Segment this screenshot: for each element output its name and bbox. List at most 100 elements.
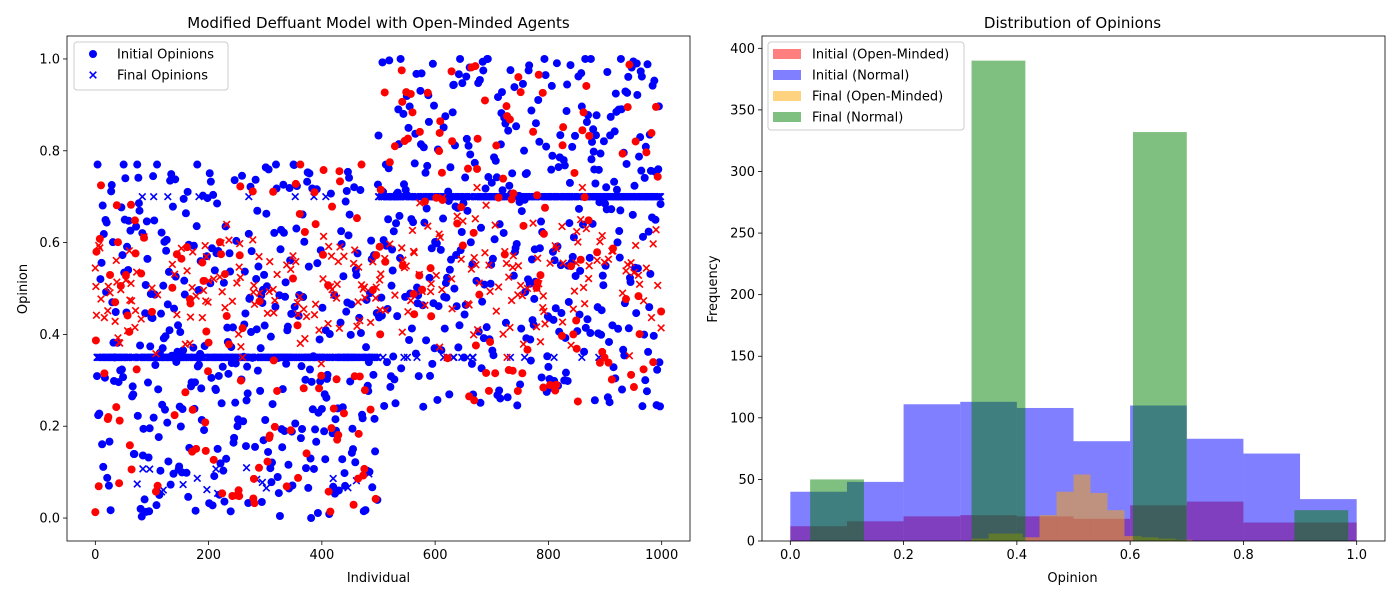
- scatter-point: [426, 287, 435, 296]
- scatter-point: [311, 300, 320, 309]
- scatter-point: [622, 295, 631, 304]
- x-tick-label: 600: [423, 548, 448, 563]
- scatter-point: [216, 273, 224, 281]
- scatter-point: [162, 235, 171, 244]
- scatter-point: [472, 260, 480, 269]
- scatter-point: [123, 311, 132, 320]
- scatter-point: [533, 284, 541, 293]
- scatter-point: [475, 75, 484, 84]
- scatter-point: [266, 332, 275, 341]
- scatter-point: [332, 375, 341, 384]
- scatter-point: [446, 163, 455, 172]
- scatter-point: [371, 294, 380, 303]
- scatter-point: [145, 507, 154, 516]
- scatter-point: [497, 88, 506, 97]
- scatter-point: [552, 380, 561, 389]
- scatter-point: [124, 216, 133, 225]
- scatter-point: [205, 169, 214, 178]
- scatter-point: [369, 370, 378, 379]
- scatter-point: [291, 419, 300, 428]
- scatter-point: [274, 489, 283, 498]
- scatter-point: [284, 460, 293, 469]
- scatter-point: [286, 265, 295, 274]
- scatter-point: [527, 255, 536, 264]
- scatter-point: [257, 498, 266, 507]
- scatter-point: [221, 303, 229, 312]
- scatter-point: [285, 184, 294, 193]
- scatter-point: [342, 187, 351, 196]
- scatter-point: [299, 384, 308, 393]
- scatter-point: [439, 123, 448, 132]
- histogram-legend-label: Final (Open-Minded): [812, 90, 943, 105]
- scatter-point: [502, 102, 511, 111]
- scatter-point: [97, 295, 105, 303]
- scatter-point: [588, 137, 597, 146]
- scatter-point: [558, 318, 567, 326]
- scatter-point: [291, 257, 300, 266]
- scatter-point: [355, 316, 364, 325]
- scatter-point: [216, 459, 225, 468]
- scatter-point: [346, 330, 355, 339]
- scatter-point: [360, 464, 369, 473]
- scatter-point: [338, 455, 347, 464]
- scatter-point: [502, 259, 511, 268]
- scatter-point: [631, 241, 640, 250]
- scatter-point: [546, 381, 555, 390]
- scatter-point: [423, 222, 432, 230]
- scatter-point: [398, 256, 407, 264]
- scatter-point: [529, 127, 538, 136]
- scatter-point: [240, 267, 249, 276]
- scatter-point: [176, 422, 185, 431]
- scatter-point: [153, 160, 162, 169]
- scatter-point: [432, 271, 441, 280]
- scatter-point: [435, 147, 444, 156]
- scatter-point: [559, 259, 568, 267]
- scatter-point: [250, 499, 259, 508]
- scatter-point: [130, 450, 139, 459]
- scatter-point: [300, 228, 309, 237]
- scatter-point: [564, 297, 573, 306]
- scatter-point: [567, 262, 576, 271]
- scatter-point: [106, 270, 115, 279]
- scatter-point: [585, 131, 594, 140]
- scatter-point: [318, 303, 327, 312]
- scatter-point: [307, 377, 316, 386]
- scatter-point: [288, 274, 297, 283]
- scatter-point: [209, 275, 218, 283]
- scatter-point: [346, 377, 355, 386]
- scatter-point: [121, 271, 130, 280]
- scatter-point: [312, 437, 321, 446]
- scatter-point: [529, 219, 537, 228]
- scatter-point: [336, 243, 344, 251]
- scatter-point: [613, 238, 622, 247]
- scatter-point: [607, 205, 616, 214]
- scatter-point: [644, 227, 653, 236]
- scatter-point: [283, 322, 292, 331]
- scatter-point: [366, 318, 375, 327]
- histogram-bar: [1294, 510, 1349, 541]
- scatter-point: [189, 241, 198, 250]
- scatter-point: [421, 168, 430, 177]
- scatter-point: [361, 506, 370, 515]
- scatter-point: [255, 252, 263, 261]
- scatter-point: [301, 334, 309, 343]
- scatter-point: [398, 328, 407, 337]
- scatter-point: [635, 330, 644, 339]
- scatter-point: [427, 279, 436, 288]
- scatter-point: [593, 256, 601, 265]
- scatter-point: [575, 310, 584, 319]
- scatter-point: [561, 368, 570, 377]
- scatter-point: [188, 405, 197, 414]
- scatter-point: [132, 365, 141, 374]
- scatter-point: [100, 313, 109, 322]
- scatter-point: [496, 394, 505, 403]
- scatter-point: [302, 464, 311, 473]
- scatter-point: [614, 324, 623, 333]
- scatter-point: [518, 291, 527, 300]
- scatter-point: [449, 80, 458, 89]
- scatter-point: [618, 289, 627, 297]
- scatter-point: [581, 54, 590, 63]
- scatter-point: [633, 90, 642, 99]
- y-tick-label: 0.2: [39, 420, 60, 435]
- scatter-point: [404, 123, 413, 132]
